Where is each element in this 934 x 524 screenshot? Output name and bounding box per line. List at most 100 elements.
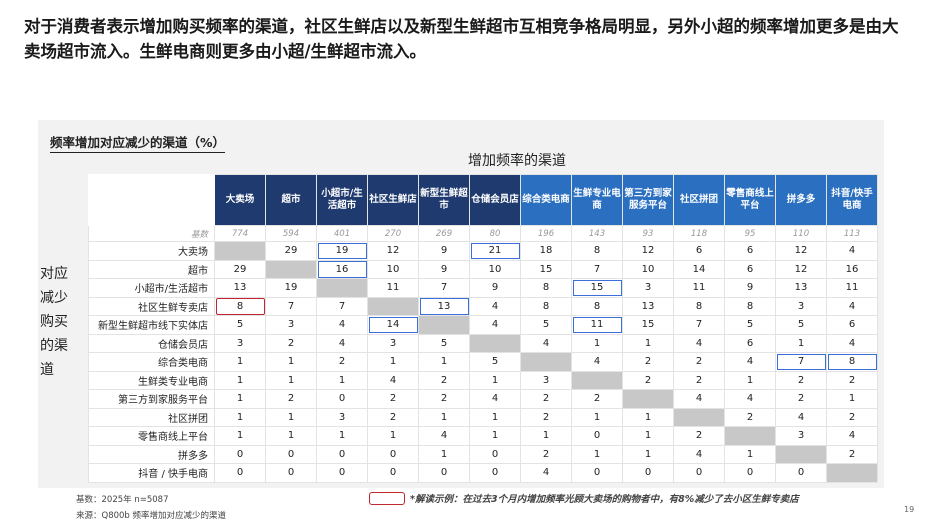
table-row: 超市 29 16 10 9 10 15 7 10 14 6 12 16 xyxy=(88,259,878,279)
value-cell: 0 xyxy=(367,463,419,483)
value-cell: 2 xyxy=(673,370,725,390)
value-cell: 0 xyxy=(367,444,419,464)
value-cell: 4 xyxy=(775,407,827,427)
value-cell: 11 xyxy=(826,278,878,298)
value-cell: 2 xyxy=(520,389,572,409)
value-cell: 4 xyxy=(520,333,572,353)
value-cell: 16 xyxy=(826,259,878,279)
value-cell: 12 xyxy=(622,241,674,261)
row-label: 小超市/生活超市 xyxy=(88,278,215,298)
value-cell: 13 xyxy=(418,296,470,316)
diagonal-cell xyxy=(469,333,521,353)
value-cell: 1 xyxy=(418,352,470,372)
table-row: 新型生鲜超市线下实体店 5 3 4 14 4 5 11 15 7 5 5 6 xyxy=(88,315,878,335)
value-cell: 1 xyxy=(418,407,470,427)
value-cell: 18 xyxy=(520,241,572,261)
value-cell: 11 xyxy=(673,278,725,298)
base-cell: 143 xyxy=(571,225,623,242)
value-cell: 8 xyxy=(214,296,266,316)
value-cell: 19 xyxy=(265,278,317,298)
base-cell: 118 xyxy=(673,225,725,242)
value-cell: 13 xyxy=(622,296,674,316)
value-cell: 5 xyxy=(520,315,572,335)
value-cell: 4 xyxy=(826,241,878,261)
value-cell: 2 xyxy=(826,444,878,464)
column-header: 社区生鲜店 xyxy=(367,174,419,226)
column-header: 生鲜专业电商 xyxy=(571,174,623,226)
value-cell: 11 xyxy=(367,278,419,298)
value-cell: 5 xyxy=(214,315,266,335)
value-cell: 2 xyxy=(571,389,623,409)
column-header: 第三方到家服务平台 xyxy=(622,174,674,226)
diagonal-cell xyxy=(316,278,368,298)
value-cell: 15 xyxy=(520,259,572,279)
value-cell: 0 xyxy=(316,389,368,409)
value-cell: 29 xyxy=(265,241,317,261)
value-cell: 4 xyxy=(367,370,419,390)
row-label: 抖音 / 快手电商 xyxy=(88,463,215,483)
column-header: 仓储会员店 xyxy=(469,174,521,226)
value-cell: 14 xyxy=(367,315,419,335)
value-cell: 29 xyxy=(214,259,266,279)
value-cell: 10 xyxy=(469,259,521,279)
value-cell: 1 xyxy=(622,333,674,353)
value-cell: 9 xyxy=(418,241,470,261)
value-cell: 4 xyxy=(673,389,725,409)
column-header: 大卖场 xyxy=(214,174,266,226)
value-cell: 15 xyxy=(571,278,623,298)
column-header: 小超市/生活超市 xyxy=(316,174,368,226)
value-cell: 0 xyxy=(622,463,674,483)
value-cell: 10 xyxy=(622,259,674,279)
row-label: 第三方到家服务平台 xyxy=(88,389,215,409)
value-cell: 2 xyxy=(826,407,878,427)
value-cell: 4 xyxy=(418,426,470,446)
value-cell: 0 xyxy=(571,426,623,446)
value-cell: 7 xyxy=(775,352,827,372)
header-row: 大卖场 超市 小超市/生活超市 社区生鲜店 新型生鲜超市 仓储会员店 综合类电商 生鲜专业电商… xyxy=(88,174,878,226)
column-header: 社区拼团 xyxy=(673,174,725,226)
value-cell: 7 xyxy=(418,278,470,298)
value-cell: 2 xyxy=(622,352,674,372)
value-cell: 14 xyxy=(673,259,725,279)
base-cell: 93 xyxy=(622,225,674,242)
value-cell: 8 xyxy=(826,352,878,372)
value-cell: 2 xyxy=(520,444,572,464)
value-cell: 9 xyxy=(469,278,521,298)
row-label: 社区拼团 xyxy=(88,407,215,427)
table-row: 仓储会员店 3 2 4 3 5 4 1 1 4 6 1 4 xyxy=(88,333,878,353)
row-label: 新型生鲜超市线下实体店 xyxy=(88,315,215,335)
value-cell: 4 xyxy=(673,333,725,353)
value-cell: 0 xyxy=(214,463,266,483)
value-cell: 1 xyxy=(622,407,674,427)
value-cell: 5 xyxy=(418,333,470,353)
value-cell: 4 xyxy=(724,389,776,409)
value-cell: 3 xyxy=(367,333,419,353)
diagonal-cell xyxy=(265,259,317,279)
value-cell: 4 xyxy=(673,444,725,464)
row-label: 社区生鲜专卖店 xyxy=(88,296,215,316)
value-cell: 3 xyxy=(265,315,317,335)
value-cell: 3 xyxy=(775,296,827,316)
value-cell: 1 xyxy=(316,370,368,390)
value-cell: 3 xyxy=(520,370,572,390)
value-cell: 1 xyxy=(214,389,266,409)
value-cell: 9 xyxy=(724,278,776,298)
row-label: 拼多多 xyxy=(88,444,215,464)
base-cell: 110 xyxy=(775,225,827,242)
value-cell: 3 xyxy=(316,407,368,427)
value-cell: 1 xyxy=(265,426,317,446)
value-cell: 12 xyxy=(367,241,419,261)
value-cell: 6 xyxy=(673,241,725,261)
value-cell: 12 xyxy=(775,259,827,279)
value-cell: 7 xyxy=(571,259,623,279)
value-cell: 4 xyxy=(469,315,521,335)
value-cell: 1 xyxy=(775,333,827,353)
value-cell: 2 xyxy=(316,352,368,372)
value-cell: 0 xyxy=(571,463,623,483)
channel-matrix-table: 大卖场 超市 小超市/生活超市 社区生鲜店 新型生鲜超市 仓储会员店 综合类电商 生鲜专业电商… xyxy=(88,174,878,483)
value-cell: 15 xyxy=(622,315,674,335)
value-cell: 12 xyxy=(775,241,827,261)
value-cell: 10 xyxy=(367,259,419,279)
corner-cell xyxy=(88,174,215,226)
value-cell: 1 xyxy=(469,426,521,446)
